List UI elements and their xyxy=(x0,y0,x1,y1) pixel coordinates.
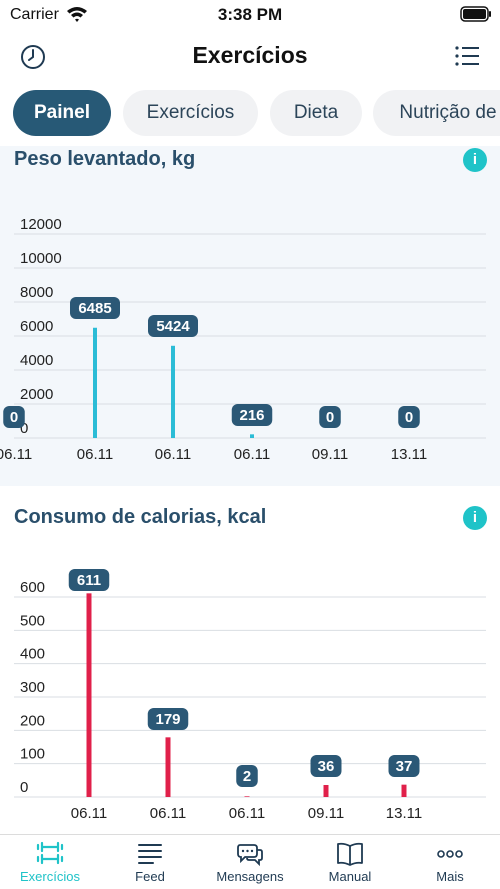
page-title: Exercícios xyxy=(192,42,308,68)
bottom-tab-bar: Exercícios Feed Mensagens Manual xyxy=(0,835,500,889)
nav-mais[interactable]: Mais xyxy=(400,835,500,889)
tab-exercicios[interactable]: Exercícios xyxy=(123,90,258,136)
weight-chart-title: Peso levantado, kg xyxy=(14,148,196,170)
x-tick-label: 06.11 xyxy=(229,805,265,822)
book-icon xyxy=(337,842,363,866)
tab-bar-divider xyxy=(0,834,500,835)
bar[interactable] xyxy=(86,593,92,797)
history-clock-icon[interactable] xyxy=(20,44,46,70)
carrier-label: Carrier xyxy=(10,6,59,23)
data-label-badge xyxy=(68,569,110,591)
y-tick-label: 400 xyxy=(20,646,45,663)
nav-exercicios[interactable]: Exercícios xyxy=(0,835,100,889)
data-label-badge xyxy=(319,406,341,428)
x-tick-label: 06.11 xyxy=(155,446,191,463)
calorie-info-icon[interactable]: i xyxy=(463,506,487,530)
bar[interactable] xyxy=(171,345,175,438)
more-icon xyxy=(437,850,463,858)
nav-manual[interactable]: Manual xyxy=(300,835,400,889)
feed-icon xyxy=(138,844,162,864)
data-label: 37 xyxy=(396,758,413,775)
battery-icon xyxy=(460,6,491,22)
data-label: 0 xyxy=(10,409,18,426)
bar[interactable] xyxy=(93,327,97,438)
data-label-badge xyxy=(148,315,198,337)
data-label-badge xyxy=(3,406,25,428)
weight-info-icon[interactable]: i xyxy=(463,148,487,172)
tab-dieta[interactable]: Dieta xyxy=(270,90,362,136)
x-tick-label: 06.11 xyxy=(0,446,32,463)
bar[interactable] xyxy=(401,784,407,797)
status-bar: Carrier 3:38 PM xyxy=(0,0,500,30)
bar[interactable] xyxy=(165,737,171,797)
wifi-icon xyxy=(67,7,87,22)
header: Exercícios xyxy=(0,30,500,82)
data-label: 36 xyxy=(318,758,335,775)
bar[interactable] xyxy=(244,796,250,797)
x-tick-label: 06.11 xyxy=(150,805,186,822)
y-tick-label: 600 xyxy=(20,579,45,596)
x-tick-label: 06.11 xyxy=(71,805,107,822)
tab-nutricao[interactable]: Nutrição de xyxy=(373,90,500,136)
x-tick-label: 09.11 xyxy=(308,805,344,822)
data-label-badge xyxy=(70,297,120,319)
nav-mensagens-label: Mensagens xyxy=(216,869,284,884)
data-label: 216 xyxy=(239,407,264,424)
y-tick-label: 4000 xyxy=(20,352,53,369)
calorie-chart-title: Consumo de calorias, kcal xyxy=(14,506,267,528)
y-tick-label: 500 xyxy=(20,612,45,629)
x-tick-label: 06.11 xyxy=(234,446,270,463)
status-time: 3:38 PM xyxy=(217,5,283,24)
nav-exercicios-label: Exercícios xyxy=(20,869,80,884)
data-label-badge xyxy=(236,765,258,787)
x-tick-label: 13.11 xyxy=(386,805,422,822)
y-tick-label: 8000 xyxy=(20,284,53,301)
bar[interactable] xyxy=(323,785,329,797)
weight-lifted-chart: 020004000600080001000012000006.11648506.… xyxy=(0,216,486,463)
y-tick-label: 300 xyxy=(20,679,45,696)
nav-manual-label: Manual xyxy=(328,869,372,884)
dumbbell-icon xyxy=(36,841,64,865)
nav-feed-label: Feed xyxy=(135,869,165,884)
data-label: 6485 xyxy=(78,300,111,317)
data-label: 5424 xyxy=(156,318,190,335)
y-tick-label: 6000 xyxy=(20,318,53,335)
y-tick-label: 0 xyxy=(20,420,28,437)
calorie-consumption-chart: 0 100 200 300 400 500 600 611 06.11 179 06.11 2 06.1… xyxy=(14,569,486,822)
data-label: 2 xyxy=(243,768,251,785)
tab-painel[interactable]: Painel xyxy=(13,90,111,136)
data-label-badge xyxy=(388,755,420,777)
data-label-badge xyxy=(310,755,342,777)
category-tabs: Painel Exercícios Dieta Nutrição de xyxy=(0,88,500,140)
weight-lifted-card: Peso levantado, kg i 0 2000 4000 6000 8000 10… xyxy=(0,146,500,486)
bar[interactable] xyxy=(250,434,254,438)
data-label-badge xyxy=(147,708,189,730)
y-tick-label: 100 xyxy=(20,746,45,763)
y-tick-label: 2000 xyxy=(20,386,53,403)
y-tick-label: 200 xyxy=(20,712,45,729)
nav-mensagens[interactable]: Mensagens xyxy=(200,835,300,889)
x-tick-label: 13.11 xyxy=(391,446,427,463)
list-menu-icon[interactable] xyxy=(454,44,480,68)
x-tick-label: 06.11 xyxy=(77,446,113,463)
data-label: 0 xyxy=(405,409,413,426)
x-tick-label: 09.11 xyxy=(312,446,348,463)
data-label: 179 xyxy=(155,711,180,728)
nav-mais-label: Mais xyxy=(436,869,464,884)
messages-icon xyxy=(237,844,263,867)
data-label-badge xyxy=(398,406,420,428)
nav-feed[interactable]: Feed xyxy=(100,835,200,889)
y-tick-label: 10000 xyxy=(20,250,62,267)
y-tick-label: 12000 xyxy=(20,216,62,233)
calorie-consumption-card: Consumo de calorias, kcal i 0 100 200 300 40… xyxy=(0,494,500,824)
data-label: 0 xyxy=(326,409,334,426)
data-label: 611 xyxy=(77,572,101,589)
data-label-badge xyxy=(231,404,273,426)
y-tick-label: 0 xyxy=(20,779,28,796)
